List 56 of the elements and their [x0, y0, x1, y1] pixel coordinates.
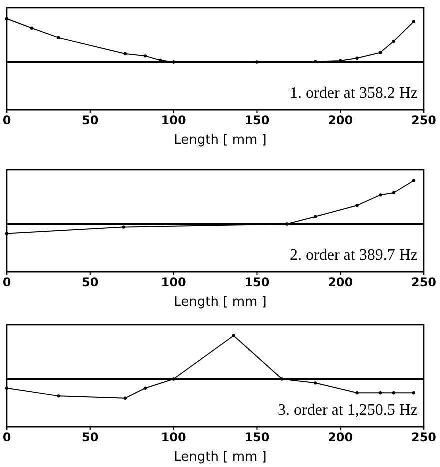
x-tick-label: 0 [2, 276, 12, 290]
x-tick-label: 150 [244, 114, 270, 128]
point [412, 179, 416, 182]
x-tick-label: 0 [2, 430, 12, 445]
x-tick-label: 0 [2, 114, 12, 128]
point [30, 26, 34, 30]
point [124, 52, 128, 56]
point [256, 60, 259, 64]
point [379, 392, 382, 395]
point [314, 382, 318, 385]
text: 2. order at 389.7 Hz [290, 247, 418, 264]
point [5, 17, 9, 20]
x-tick-label: 200 [328, 430, 354, 445]
point [356, 204, 359, 208]
point [144, 54, 148, 58]
x-axis-title: Length [ mm ] [174, 450, 267, 465]
x-tick-label: 250 [411, 276, 437, 290]
x-tick-label: 50 [82, 276, 99, 290]
x-axis-title: Length [ mm ] [174, 133, 267, 148]
point [314, 60, 318, 64]
x-tick-label: 100 [161, 276, 186, 290]
point [356, 56, 359, 60]
point [124, 396, 128, 400]
point [172, 378, 176, 381]
text: 1. order at 358.2 Hz [290, 85, 418, 102]
point [379, 51, 382, 54]
point [144, 386, 148, 390]
x-tick-label: 150 [244, 430, 270, 445]
text: 3. order at 1,250.5 Hz [278, 402, 418, 419]
point [57, 36, 60, 40]
point [412, 392, 416, 395]
point [392, 392, 396, 395]
point [172, 60, 176, 64]
x-tick-label: 200 [328, 276, 354, 290]
point [314, 215, 318, 218]
x-tick-label: 250 [411, 114, 437, 128]
x-tick-label: 100 [161, 114, 186, 128]
point [412, 20, 416, 24]
point [286, 222, 289, 226]
x-tick-label: 150 [244, 276, 270, 290]
x-tick-label: 100 [161, 430, 186, 445]
x-tick-label: 200 [328, 114, 354, 128]
point [379, 194, 382, 197]
point [280, 378, 284, 381]
point [392, 191, 396, 195]
point [122, 226, 126, 229]
x-axis-title: Length [ mm ] [174, 295, 267, 310]
x-tick-label: 50 [82, 114, 99, 128]
point [57, 394, 60, 398]
point [356, 392, 359, 395]
x-tick-label: 250 [411, 430, 437, 445]
point [5, 232, 9, 236]
point [392, 40, 396, 44]
x-tick-label: 50 [82, 430, 99, 445]
point [5, 386, 9, 390]
point [232, 334, 236, 338]
